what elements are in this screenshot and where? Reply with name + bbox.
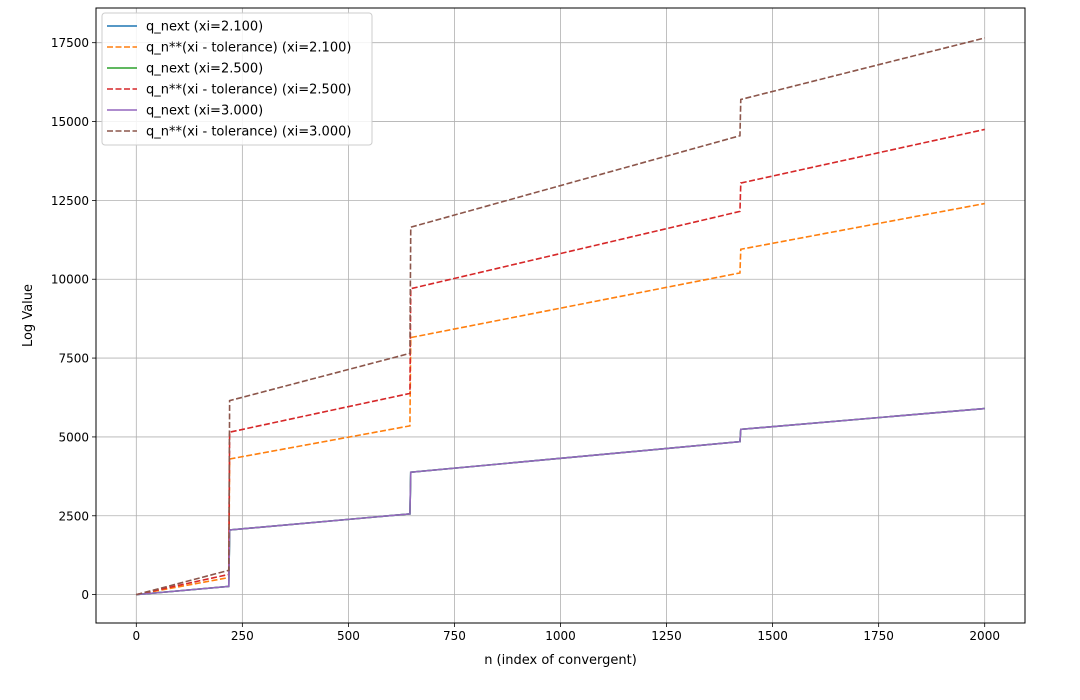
y-axis-label: Log Value xyxy=(21,284,36,347)
series-line-5 xyxy=(136,37,985,596)
series-line-3 xyxy=(136,128,985,596)
y-tick-label: 5000 xyxy=(58,430,89,444)
legend-label-1: q_n**(xi - tolerance) (xi=2.100) xyxy=(146,41,351,56)
y-tick-label: 15000 xyxy=(51,115,89,129)
x-axis-label: n (index of convergent) xyxy=(484,653,637,668)
y-tick-label: 2500 xyxy=(58,509,89,523)
x-tick-label: 1000 xyxy=(545,629,576,643)
series-layer xyxy=(136,37,985,596)
x-tick-label: 0 xyxy=(132,629,140,643)
x-tick-label: 1750 xyxy=(863,629,894,643)
y-axis-ticks: 0 2500 5000 7500 10000 12500 15000 17500 xyxy=(51,36,96,602)
y-tick-label: 12500 xyxy=(51,194,89,208)
y-tick-label: 0 xyxy=(81,588,89,602)
legend-box xyxy=(101,12,373,146)
series-line-4 xyxy=(136,407,985,596)
x-axis-ticks: 0 250 500 750 1000 1250 1500 1750 2000 xyxy=(132,623,1000,643)
legend-label-5: q_n**(xi - tolerance) (xi=3.000) xyxy=(146,125,351,140)
x-tick-label: 750 xyxy=(443,629,466,643)
x-tick-label: 250 xyxy=(231,629,254,643)
legend-label-4: q_next (xi=3.000) xyxy=(146,104,263,119)
y-tick-label: 17500 xyxy=(51,36,89,50)
x-tick-label: 500 xyxy=(337,629,360,643)
x-tick-label: 2000 xyxy=(969,629,1000,643)
x-tick-label: 1500 xyxy=(757,629,788,643)
legend-label-0: q_next (xi=2.100) xyxy=(146,20,263,35)
legend-label-2: q_next (xi=2.500) xyxy=(146,62,263,77)
legend-label-3: q_n**(xi - tolerance) (xi=2.500) xyxy=(146,83,351,98)
x-tick-label: 1250 xyxy=(651,629,682,643)
legend: q_next (xi=2.100) q_n**(xi - tolerance) (… xyxy=(101,12,373,146)
y-tick-label: 10000 xyxy=(51,273,89,287)
y-tick-label: 7500 xyxy=(58,352,89,366)
